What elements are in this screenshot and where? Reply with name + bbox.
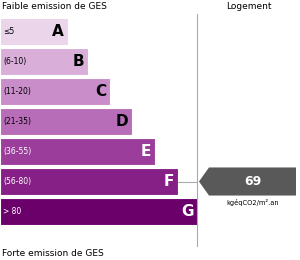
Text: (6-10): (6-10)	[3, 57, 26, 66]
Text: 69: 69	[244, 175, 261, 188]
Text: (11-20): (11-20)	[3, 87, 31, 96]
Text: G: G	[182, 204, 194, 219]
Text: Logement: Logement	[226, 2, 271, 11]
Text: > 80: > 80	[3, 207, 21, 216]
Bar	[0, 198, 198, 225]
Text: kgéqCO2/m².an: kgéqCO2/m².an	[226, 199, 279, 206]
Polygon shape	[199, 167, 296, 196]
Bar	[0, 18, 68, 45]
Bar	[0, 108, 132, 135]
Text: ≤5: ≤5	[3, 27, 14, 36]
Text: Faible emission de GES: Faible emission de GES	[2, 2, 107, 11]
Bar	[0, 138, 155, 165]
Text: (56-80): (56-80)	[3, 177, 31, 186]
Text: C: C	[95, 84, 106, 99]
Text: (36-55): (36-55)	[3, 147, 31, 156]
Bar	[0, 48, 88, 75]
Text: E: E	[141, 144, 151, 159]
Text: A: A	[52, 24, 64, 39]
Text: (21-35): (21-35)	[3, 117, 31, 126]
Bar	[0, 168, 178, 195]
Text: D: D	[116, 114, 128, 129]
Text: B: B	[72, 54, 84, 69]
Text: F: F	[164, 174, 174, 189]
Text: Forte emission de GES: Forte emission de GES	[2, 249, 104, 258]
Bar	[0, 78, 110, 105]
